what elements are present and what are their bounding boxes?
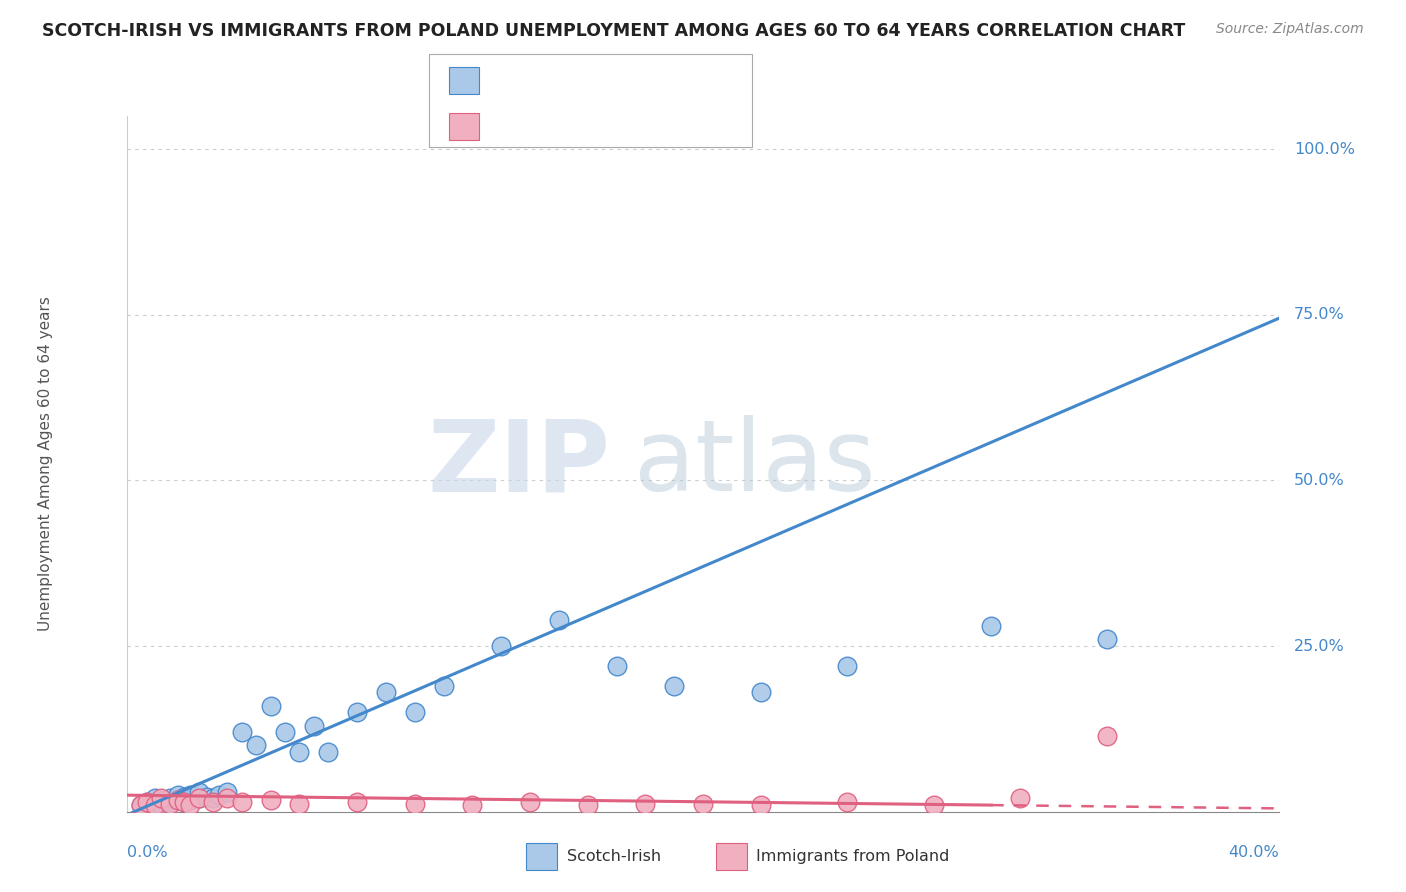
Text: atlas: atlas <box>634 416 876 512</box>
Point <box>634 797 657 811</box>
Point <box>173 790 195 805</box>
Point <box>1095 632 1118 647</box>
Point <box>145 791 166 805</box>
Text: 25.0%: 25.0% <box>1294 639 1344 654</box>
Point <box>167 793 190 807</box>
Point <box>374 685 398 699</box>
Point <box>489 639 512 653</box>
Point <box>576 798 599 813</box>
Point <box>179 793 201 807</box>
Point <box>259 698 281 713</box>
Text: 75.0%: 75.0% <box>1294 307 1344 322</box>
Point <box>135 795 157 809</box>
Text: ZIP: ZIP <box>427 416 610 512</box>
Point <box>179 788 201 802</box>
Point <box>922 798 945 813</box>
Point <box>519 795 541 809</box>
Point <box>605 659 627 673</box>
Point <box>980 619 1002 633</box>
Point <box>274 725 297 739</box>
Point <box>231 795 253 809</box>
Point <box>173 795 195 809</box>
Point <box>835 795 858 809</box>
Point <box>167 788 190 802</box>
Point <box>1095 729 1118 743</box>
Point <box>187 785 209 799</box>
Point <box>129 798 152 813</box>
Text: Unemployment Among Ages 60 to 64 years: Unemployment Among Ages 60 to 64 years <box>38 296 53 632</box>
Point <box>245 739 267 753</box>
Point <box>150 797 173 811</box>
Point <box>288 745 311 759</box>
Text: Immigrants from Poland: Immigrants from Poland <box>756 849 950 863</box>
Point <box>835 659 858 673</box>
Point <box>302 718 325 732</box>
Point <box>202 791 225 805</box>
Point <box>318 745 340 759</box>
Point <box>664 679 686 693</box>
Text: Scotch-Irish: Scotch-Irish <box>567 849 661 863</box>
Text: 0.0%: 0.0% <box>127 845 167 860</box>
Point <box>153 793 176 807</box>
Point <box>1008 791 1031 805</box>
Text: SCOTCH-IRISH VS IMMIGRANTS FROM POLAND UNEMPLOYMENT AMONG AGES 60 TO 64 YEARS CO: SCOTCH-IRISH VS IMMIGRANTS FROM POLAND U… <box>42 22 1185 40</box>
Point <box>187 791 209 805</box>
Text: R =  0.679   N = 40: R = 0.679 N = 40 <box>489 71 651 89</box>
Point <box>138 798 160 813</box>
Point <box>129 798 152 813</box>
Point <box>433 679 456 693</box>
Point <box>346 706 368 720</box>
Text: 40.0%: 40.0% <box>1229 845 1279 860</box>
Point <box>179 798 201 813</box>
Point <box>195 790 218 805</box>
Point <box>173 795 195 809</box>
Point <box>187 791 209 805</box>
Point <box>217 791 239 805</box>
Point <box>159 791 181 805</box>
Point <box>145 798 166 813</box>
Point <box>404 797 426 811</box>
Point <box>288 797 311 811</box>
Point <box>135 795 157 809</box>
Point <box>749 685 772 699</box>
Point <box>217 785 239 799</box>
Point <box>208 788 231 802</box>
Text: R = -0.232   N = 26: R = -0.232 N = 26 <box>489 118 652 136</box>
Point <box>404 706 426 720</box>
Point <box>159 797 181 811</box>
Point <box>145 795 166 809</box>
Point <box>461 798 484 813</box>
Text: 100.0%: 100.0% <box>1294 142 1355 157</box>
Point <box>159 795 181 809</box>
Text: 50.0%: 50.0% <box>1294 473 1344 488</box>
Point <box>346 795 368 809</box>
Point <box>150 791 173 805</box>
Point <box>259 793 281 807</box>
Point <box>692 797 714 811</box>
Point <box>165 793 187 807</box>
Point <box>231 725 253 739</box>
Point <box>749 798 772 813</box>
Text: Source: ZipAtlas.com: Source: ZipAtlas.com <box>1216 22 1364 37</box>
Point <box>202 795 225 809</box>
Point <box>548 613 571 627</box>
